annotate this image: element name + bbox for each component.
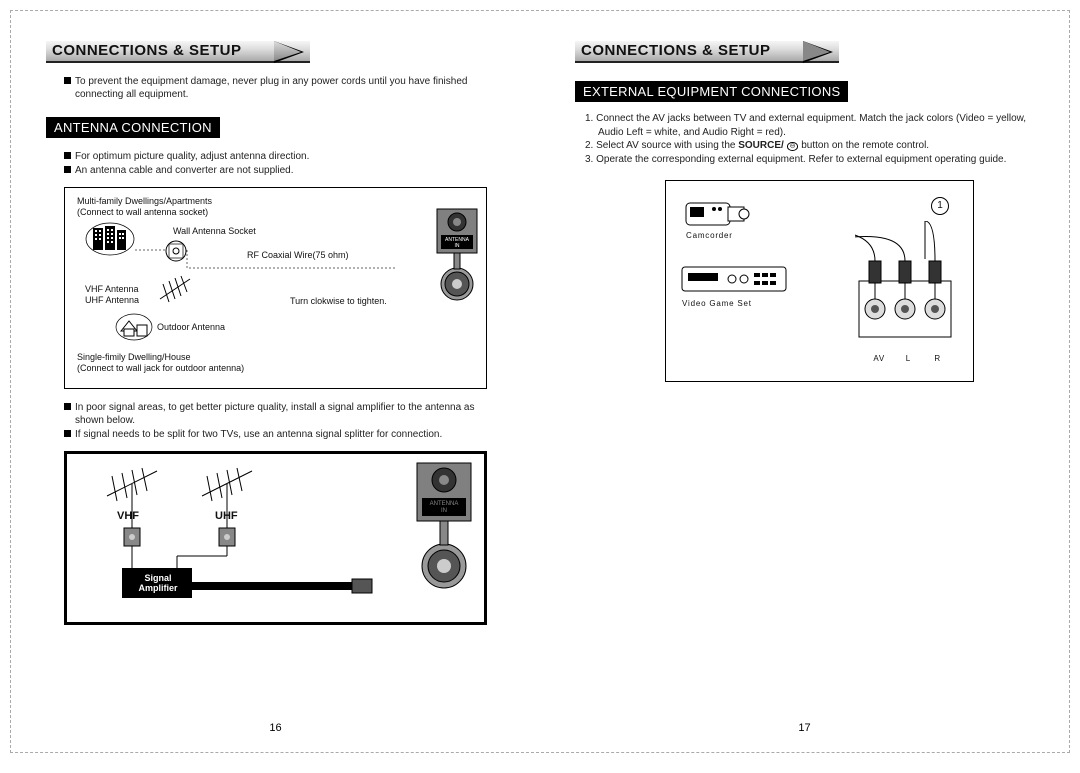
page-number-right: 17 [540,722,1069,734]
label-camcorder: Camcorder [686,231,733,240]
subheader-external: EXTERNAL EQUIPMENT CONNECTIONS [575,81,848,102]
arrow-icon [803,41,833,63]
header-title-left: CONNECTIONS & SETUP [46,41,310,63]
antenna-in-panel: ANTENNAIN [436,208,478,308]
label-multi-family-note: (Connect to wall antenna socket) [77,207,208,217]
intro-bullets: To prevent the equipment damage, never p… [64,75,505,101]
coax-icon [187,574,387,604]
section-header-left: CONNECTIONS & SETUP [46,41,505,63]
label-av: AV [873,354,885,363]
antenna-in-panel2: ANTENNAIN [416,462,472,602]
label-outdoor: Outdoor Antenna [157,322,225,332]
label-l: L [906,354,911,363]
intro-bullet-1: To prevent the equipment damage, never p… [75,76,467,100]
antenna-in-icon [436,208,478,308]
step-2: 2. Select AV source with using the SOURC… [585,139,1034,153]
antenna-bullet-1: For optimum picture quality, adjust ante… [75,151,309,162]
label-vhf2: VHF [117,510,139,522]
label-turn-clockwise: Turn clokwise to tighten. [290,296,387,306]
label-uhf: UHF Antenna [85,295,139,305]
steps-list: 1. Connect the AV jacks between TV and e… [585,112,1034,166]
amplifier-diagram: VHF UHF SignalAmplifier ANTENNAIN [64,451,487,625]
page-left: CONNECTIONS & SETUP To prevent the equip… [11,11,540,752]
av-diagram: Camcorder Video Game Set 1 [665,180,974,382]
yagi-antenna-icon [155,274,195,304]
game-set-icon [680,263,790,295]
section-header-right: CONNECTIONS & SETUP [575,41,1034,63]
page-right: CONNECTIONS & SETUP EXTERNAL EQUIPMENT C… [540,11,1069,752]
circ-1: 1 [931,197,949,215]
av-jacks-icon [855,221,955,361]
label-single-family: Single-fimily Dwelling/House [77,352,191,362]
dashed-wire-icon [135,238,395,278]
header-title-right: CONNECTIONS & SETUP [575,41,839,63]
antenna-in-icon2 [416,462,472,602]
camcorder-icon [684,197,754,229]
label-signal-amp: SignalAmplifier [130,573,186,593]
antenna-bullets: For optimum picture quality, adjust ante… [64,150,505,177]
label-vhf: VHF Antenna [85,284,139,294]
label-wall-socket: Wall Antenna Socket [173,226,256,236]
house-icon [115,313,153,341]
page-number-left: 16 [11,722,540,734]
step-1: 1. Connect the AV jacks between TV and e… [585,112,1034,139]
spread: CONNECTIONS & SETUP To prevent the equip… [10,10,1070,753]
mid-bullet-2: If signal needs to be split for two TVs,… [75,429,442,440]
antenna-bullet-2: An antenna cable and converter are not s… [75,165,294,176]
mid-bullets: In poor signal areas, to get better pict… [64,401,505,441]
antenna-diagram: Multi-family Dwellings/Apartments (Conne… [64,187,487,389]
label-single-family-note: (Connect to wall jack for outdoor antenn… [77,363,244,373]
building-icon [85,222,135,256]
label-uhf2: UHF [215,510,238,522]
subheader-antenna: ANTENNA CONNECTION [46,117,220,138]
step-3: 3. Operate the corresponding external eq… [585,153,1034,167]
label-r: R [934,354,941,363]
label-game-set: Video Game Set [682,299,752,308]
antenna-in-text: ANTENNAIN [436,237,478,249]
label-multi-family: Multi-family Dwellings/Apartments [77,196,212,206]
antenna-in-text2: ANTENNAIN [416,501,472,515]
arrow-icon [274,41,304,63]
mid-bullet-1: In poor signal areas, to get better pict… [75,402,475,426]
